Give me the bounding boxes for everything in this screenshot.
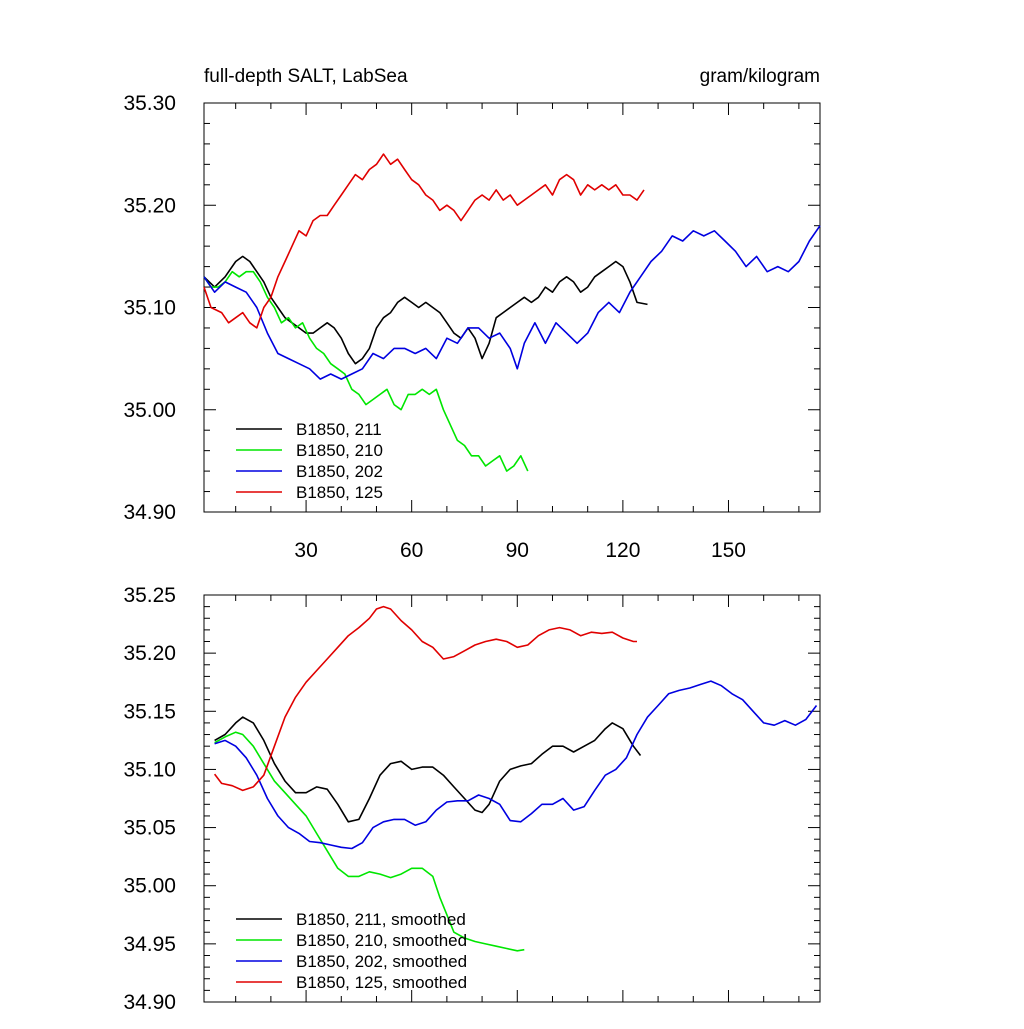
panel-1-legend-label-1: B1850, 211 [296, 420, 382, 439]
panel-2-legend-label-1: B1850, 211, smoothed [296, 910, 466, 929]
panel-1-ytick-label: 35.30 [123, 92, 176, 115]
panel-1-xtick-label: 120 [605, 539, 640, 562]
panel-1-legend-label-2: B1850, 210 [296, 441, 383, 460]
panel-2-ytick-label: 34.90 [123, 991, 176, 1014]
panel-1-series-line-4 [203, 153, 645, 329]
panel-2-ytick-label: 35.10 [123, 758, 176, 781]
panel-1-legend-label-4: B1850, 125 [296, 483, 383, 502]
panel-2-ytick-label: 35.20 [123, 642, 176, 665]
panel-1-ytick-label: 35.20 [123, 194, 176, 217]
panel-2-series-line-2 [214, 731, 525, 952]
panel-1-ytick-label: 35.00 [123, 399, 176, 422]
panel-2-series-line-3 [214, 680, 818, 850]
panel-2-ytick-label: 35.25 [123, 584, 176, 607]
chart-title-left: full-depth SALT, LabSea [204, 66, 408, 87]
panel-1-series-line-3 [203, 225, 821, 380]
panel-1-xtick-label: 90 [506, 539, 529, 562]
panel-1-xtick-label: 30 [294, 539, 317, 562]
panel-1-xtick-label: 60 [400, 539, 423, 562]
panel-1-ytick-label: 35.10 [123, 297, 176, 320]
panel-2-legend-label-3: B1850, 202, smoothed [296, 952, 467, 971]
panel-2-ytick-label: 35.15 [123, 700, 176, 723]
panel-1-xtick-label: 150 [711, 539, 746, 562]
panel-2-ytick-label: 35.00 [123, 875, 176, 898]
panel-2-legend-label-4: B1850, 125, smoothed [296, 973, 467, 992]
panel-1-series-line-2 [203, 270, 529, 472]
panel-2-series-line-4 [213, 605, 637, 792]
panel-1-legend-label-3: B1850, 202 [296, 462, 383, 481]
panel-2-ytick-label: 35.05 [123, 817, 176, 840]
panel-2-legend-label-2: B1850, 210, smoothed [296, 931, 467, 950]
panel-2-ytick-label: 34.95 [123, 933, 176, 956]
panel-1-ytick-label: 34.90 [123, 501, 176, 524]
panel-2-series-line-1 [214, 716, 642, 823]
chart-title-right: gram/kilogram [700, 66, 820, 87]
panel-2-plot-frame [203, 594, 821, 1003]
